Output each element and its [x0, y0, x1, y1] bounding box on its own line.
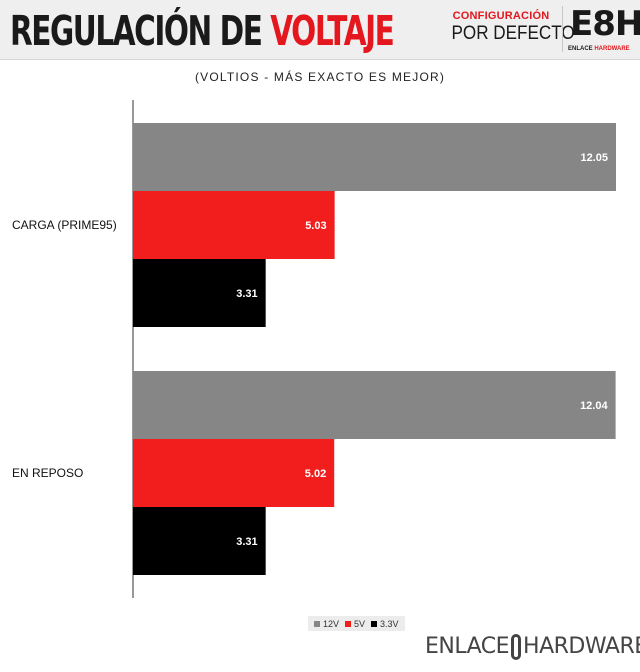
- config-line-1: CONFIGURACIÓN: [452, 10, 550, 22]
- title-part-2: VOLTAJE: [270, 7, 395, 55]
- legend-swatch-5v: [345, 620, 352, 627]
- legend-item-12v: 12V: [314, 619, 339, 629]
- data-label-5v-0: 5.03: [305, 220, 326, 232]
- logo-subtitle: ENLACE HARDWARE: [568, 45, 634, 53]
- title-part-1: REGULACIÓN DE: [10, 7, 263, 55]
- category-label-0: CARGA (PRIME95): [12, 218, 117, 232]
- data-label-5v-1: 5.02: [305, 468, 326, 480]
- legend-swatch-12v: [314, 620, 320, 627]
- legend-label-12v: 12V: [323, 618, 340, 629]
- legend-label-3v3: 3.3V: [380, 618, 399, 629]
- footer-brand-left: ENLACE: [425, 634, 510, 659]
- header: REGULACIÓN DE VOLTAJE CONFIGURACIÓN POR …: [0, 0, 640, 60]
- chart-subtitle: (VOLTIOS - MÁS EXACTO ES MEJOR): [194, 70, 446, 84]
- chart-legend: 12V 5V 3.3V: [308, 616, 405, 631]
- brand-logo-icon: E8H ENLACE HARDWARE: [568, 4, 640, 56]
- legend-swatch-3v3: [371, 620, 378, 627]
- bar-5v-0: [133, 191, 335, 259]
- bar-12v-1: [133, 371, 616, 439]
- legend-label-5v: 5V: [354, 618, 366, 629]
- header-divider: [562, 6, 563, 52]
- data-label-3v3-1: 3.31: [236, 536, 257, 548]
- page-title: REGULACIÓN DE VOLTAJE: [10, 6, 395, 56]
- config-line-2: POR DEFECTO: [451, 23, 575, 44]
- category-label-1: EN REPOSO: [12, 466, 83, 480]
- footer-brand-right: HARDWARE: [523, 634, 640, 659]
- logo-sub-b: HARDWARE: [594, 46, 630, 52]
- legend-item-5v: 5V: [345, 619, 365, 629]
- data-label-12v-0: 12.05: [580, 152, 608, 164]
- logo-sub-a: ENLACE: [568, 46, 593, 52]
- logo-glyphs: E8H: [570, 4, 640, 44]
- chain-link-icon: [511, 634, 522, 660]
- bar-3v3-1: [133, 507, 266, 575]
- config-badge: CONFIGURACIÓN POR DEFECTO: [446, 10, 575, 45]
- bar-3v3-0: [133, 259, 266, 327]
- bar-12v-0: [133, 123, 616, 191]
- bar-5v-1: [133, 439, 335, 507]
- footer-logo: ENLACE HARDWARE: [425, 630, 640, 664]
- data-label-3v3-0: 3.31: [236, 288, 257, 300]
- data-label-12v-1: 12.04: [580, 400, 608, 412]
- legend-item-3v3: 3.3V: [371, 619, 399, 629]
